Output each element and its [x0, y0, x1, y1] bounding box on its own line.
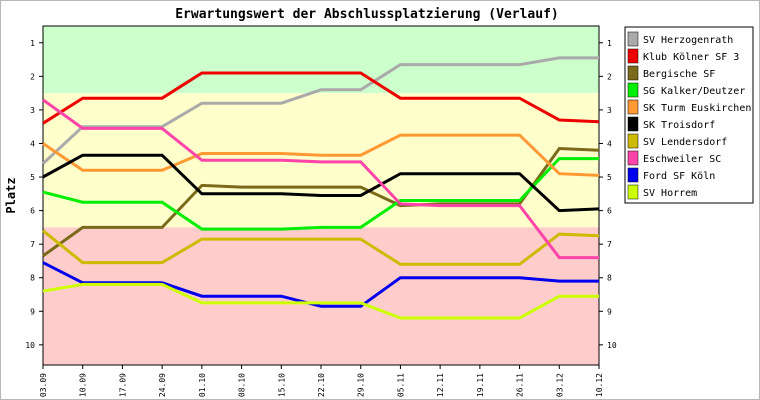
legend-entry-0: SV Herzogenrath — [643, 35, 733, 46]
legend-swatch-4 — [627, 99, 639, 115]
legend: SV Herzogenrath Klub Kölner SF 3 Bergische… — [624, 26, 754, 204]
y-tick-label-right: 7 — [607, 240, 612, 249]
x-tick-label: 22.10 — [317, 373, 326, 397]
chart-title: Erwartungswert der Abschlussplatzierung … — [175, 7, 559, 22]
y-tick-label-left: 5 — [30, 173, 35, 182]
legend-box — [624, 26, 754, 204]
legend-swatch-0 — [627, 31, 639, 47]
x-tick-label: 03.09 — [39, 373, 48, 397]
y-tick-label-left: 2 — [30, 72, 35, 81]
legend-swatch-5 — [627, 116, 639, 132]
zone-0 — [43, 26, 599, 94]
legend-entry-1: Klub Kölner SF 3 — [643, 52, 739, 63]
series-layer — [41, 56, 600, 320]
legend-entry-4: SK Turm Euskirchen — [643, 103, 751, 114]
y-tick-label-left: 9 — [30, 307, 35, 316]
x-tick-label: 12.11 — [436, 373, 445, 397]
series-line-8 — [42, 261, 599, 308]
zone-2 — [43, 227, 599, 365]
legend-swatch-3 — [627, 82, 639, 98]
y-tick-label-left: 4 — [30, 139, 35, 148]
x-tick-label: 26.11 — [516, 373, 525, 397]
legend-entry-7: Eschweiler SC — [643, 154, 721, 165]
y-tick-label-right: 5 — [607, 173, 612, 182]
y-tick-label-right: 3 — [607, 106, 612, 115]
series-line-9 — [42, 282, 599, 320]
series-line-6 — [42, 229, 600, 266]
x-tick-label: 29.10 — [357, 373, 366, 397]
legend-entry-2: Bergische SF — [643, 69, 715, 80]
x-tick-label: 01.10 — [198, 373, 207, 397]
legend-entry-9: SV Horrem — [643, 188, 697, 199]
y-tick-label-right: 2 — [607, 72, 612, 81]
y-tick-label-right: 4 — [607, 139, 612, 148]
legend-swatch-9 — [627, 184, 639, 200]
y-tick-label-right: 10 — [607, 341, 617, 350]
series-line-0 — [41, 56, 599, 165]
legend-swatch-6 — [627, 133, 639, 149]
x-tick-label: 24.09 — [158, 373, 167, 397]
x-tick-label: 08.10 — [238, 373, 247, 397]
y-tick-label-right: 9 — [607, 307, 612, 316]
legend-entry-3: SG Kalker/Deutzer — [643, 86, 745, 97]
y-tick-label-left: 6 — [30, 207, 35, 216]
y-tick-label-left: 8 — [30, 274, 35, 283]
series-line-2 — [42, 146, 600, 258]
x-tick-label: 17.09 — [118, 373, 127, 397]
zones-layer — [43, 26, 599, 365]
legend-entry-6: SV Lendersdorf — [643, 137, 727, 148]
y-axis-label: Platz — [4, 177, 18, 213]
legend-entry-5: SK Troisdorf — [643, 120, 715, 131]
series-line-5 — [42, 153, 600, 213]
legend-swatch-2 — [627, 65, 639, 81]
axes-layer: Erwartungswert der Abschlussplatzierung … — [4, 7, 617, 397]
y-tick-label-right: 1 — [607, 39, 612, 48]
zone-1 — [43, 93, 599, 228]
x-tick-label: 05.11 — [396, 373, 405, 397]
x-tick-label: 10.12 — [595, 373, 604, 397]
x-tick-label: 10.09 — [79, 373, 88, 397]
legend-entry-8: Ford SF Köln — [643, 171, 715, 182]
legend-swatch-7 — [627, 150, 639, 166]
y-tick-label-left: 10 — [25, 341, 35, 350]
x-tick-label: 19.11 — [476, 373, 485, 397]
y-tick-label-left: 1 — [30, 39, 35, 48]
series-line-4 — [42, 133, 600, 177]
y-tick-label-left: 7 — [30, 240, 35, 249]
y-tick-label-left: 3 — [30, 106, 35, 115]
x-tick-label: 15.10 — [277, 373, 286, 397]
series-line-1 — [42, 71, 600, 125]
series-line-7 — [42, 98, 599, 260]
y-tick-label-right: 8 — [607, 274, 612, 283]
legend-swatch-8 — [627, 167, 639, 183]
legend-swatch-1 — [627, 48, 639, 64]
x-tick-label: 03.12 — [555, 373, 564, 397]
series-line-3 — [42, 157, 599, 231]
y-tick-label-right: 6 — [607, 207, 612, 216]
